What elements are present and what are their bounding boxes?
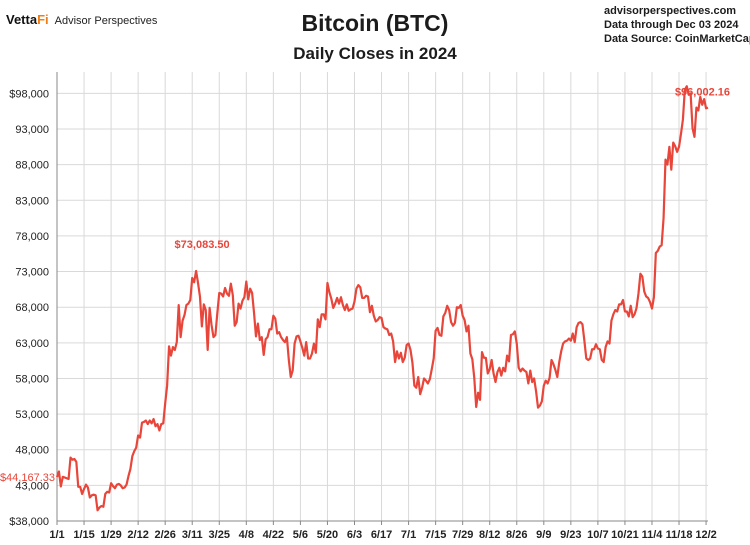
x-tick-label: 9/23 [560,529,581,541]
chart-subtitle: Daily Closes in 2024 [293,44,457,63]
x-tick-label: 1/15 [73,529,94,541]
y-tick-label: 53,000 [15,409,49,421]
x-tick-label: 3/11 [182,529,203,541]
y-tick-label: 93,000 [15,124,49,136]
y-tick-label: 88,000 [15,160,49,172]
y-tick-label: 78,000 [15,231,49,243]
x-tick-label: 5/6 [293,529,308,541]
source-line-source: Data Source: CoinMarketCap [604,33,750,45]
x-tick-label: 2/12 [127,529,148,541]
x-tick-label: 11/4 [642,529,664,541]
x-tick-label: 3/25 [209,529,230,541]
y-tick-label: 68,000 [15,302,49,314]
source-line-site: advisorperspectives.com [604,5,737,17]
x-tick-label: 1/29 [100,529,121,541]
value-annotation: $44,167.33 [0,472,55,484]
vettafi-logo: VettaFi Advisor Perspectives [6,12,157,27]
source-line-date: Data through Dec 03 2024 [604,19,739,31]
x-tick-label: 2/26 [154,529,175,541]
y-tick-label: 43,000 [15,480,49,492]
x-tick-label: 7/29 [452,529,473,541]
btc-price-line [55,85,709,512]
x-tick-label: 12/2 [695,529,716,541]
y-tick-label: 63,000 [15,338,49,350]
y-tick-label: $98,000 [9,88,49,100]
source-info: advisorperspectives.com Data through Dec… [604,4,750,46]
x-tick-label: 4/22 [263,529,284,541]
axes [56,72,708,525]
logo-subtext: Advisor Perspectives [54,15,158,27]
x-tick-label: 10/7 [587,529,608,541]
y-tick-label: 58,000 [15,373,49,385]
x-tick-label: 11/18 [666,529,693,541]
y-tick-label: 73,000 [15,267,49,279]
x-tick-label: 6/3 [347,529,362,541]
x-tick-label: 10/21 [611,529,639,541]
logo-brand: VettaFi [6,12,49,27]
x-tick-label: 4/8 [239,529,254,541]
tick-labels: $38,000 43,000 48,000 53,000 58,000 63,000 68,… [9,88,717,541]
x-tick-label: 9/9 [536,529,551,541]
x-tick-label: 6/17 [371,529,392,541]
y-tick-label: 83,000 [15,195,49,207]
chart-title: Bitcoin (BTC) [301,10,449,36]
logo-brand-accent: Fi [37,12,49,27]
value-annotation: $73,083.50 [175,239,230,251]
annotations: $44,167.33 $73,083.50 $96,002.16 [0,87,730,484]
x-tick-label: 1/1 [49,529,64,541]
value-annotation: $96,002.16 [675,87,730,99]
x-tick-label: 7/15 [425,529,446,541]
x-tick-label: 5/20 [317,529,338,541]
y-tick-label: 48,000 [15,445,49,457]
x-tick-label: 7/1 [401,529,416,541]
x-tick-label: 8/12 [479,529,500,541]
y-tick-label: $38,000 [9,516,49,528]
x-tick-label: 8/26 [506,529,527,541]
gridlines [56,72,708,522]
series-layer [55,85,709,512]
